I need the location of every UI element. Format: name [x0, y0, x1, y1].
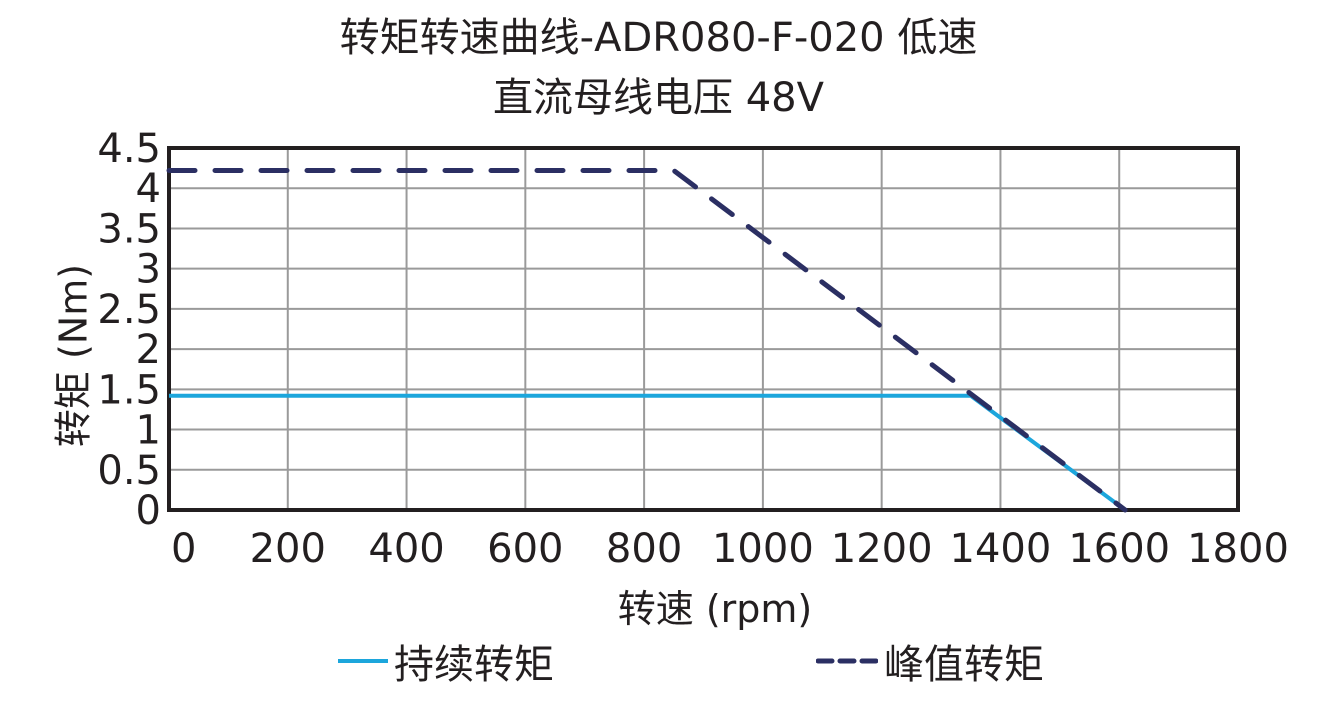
chart-title-line1: 转矩转速曲线-ADR080-F-020 低速: [339, 15, 978, 61]
x-tick-label: 1600: [1068, 526, 1170, 572]
chart-title-line2: 直流母线电压 48V: [493, 75, 824, 121]
x-tick-label: 600: [487, 526, 563, 572]
y-tick-label: 1.5: [97, 367, 161, 413]
legend-continuous-label: 持续转矩: [394, 642, 554, 688]
y-tick-label: 3: [136, 247, 161, 293]
x-tick-label: 1000: [712, 526, 814, 572]
y-tick-label: 0: [136, 488, 161, 534]
y-tick-label: 3.5: [97, 206, 161, 252]
legend-continuous: 持续转矩: [338, 632, 554, 690]
continuous-torque-line: [169, 393, 1127, 512]
x-axis-label: 转速 (rpm): [617, 587, 813, 631]
y-tick-label: 2: [136, 327, 161, 373]
y-tick-label: 2.5: [97, 287, 161, 333]
x-tick-label: 1800: [1187, 526, 1289, 572]
dashed-line-swatch-icon: [816, 658, 878, 664]
y-tick-label: 1: [136, 408, 161, 454]
x-tick-label: 200: [250, 526, 326, 572]
solid-line-swatch-icon: [338, 659, 388, 663]
x-tick-label: 800: [606, 526, 682, 572]
y-axis-label: 转矩 (Nm): [51, 263, 96, 448]
plot-frame: [167, 146, 1240, 512]
x-tick-label: 1400: [950, 526, 1052, 572]
legend-peak: 峰值转矩: [816, 632, 1044, 690]
peak-torque-line: [166, 168, 1128, 513]
y-tick-label: 4: [136, 166, 161, 212]
legend-peak-label: 峰值转矩: [884, 642, 1044, 688]
y-tick-label: 4.5: [97, 126, 161, 172]
x-tick-label: 1200: [831, 526, 933, 572]
x-tick-label: 0: [171, 526, 196, 572]
y-tick-label: 0.5: [97, 448, 161, 494]
x-tick-label: 400: [368, 526, 444, 572]
